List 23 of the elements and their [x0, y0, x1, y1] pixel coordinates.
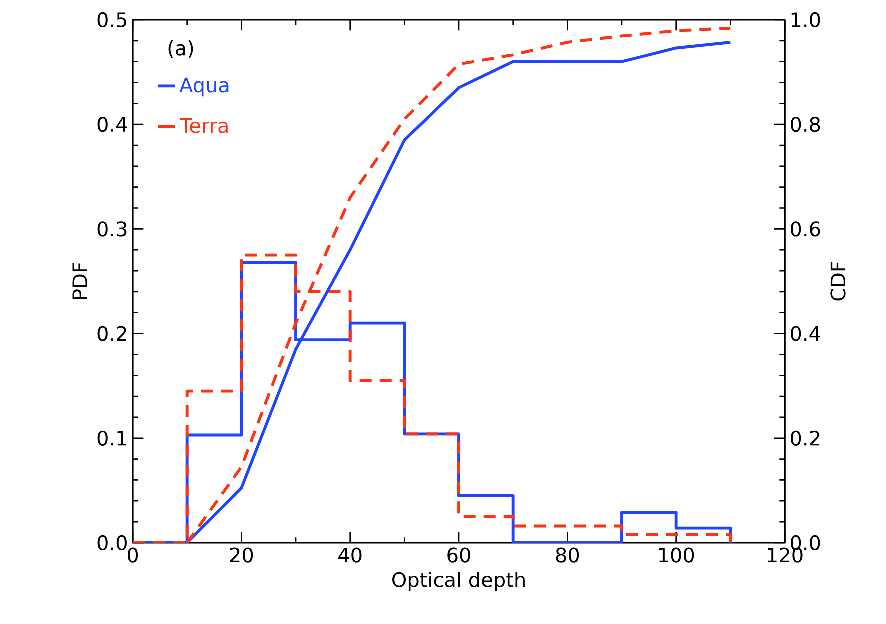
- x-tick-label: 80: [556, 548, 580, 563]
- y2-tick-label: 0.8: [791, 117, 820, 132]
- y2-tick-label: 0.6: [791, 222, 820, 237]
- y-axis-title: PDF: [72, 263, 88, 300]
- y-tick-label: 0.4: [98, 117, 128, 132]
- annotation: (a): [168, 40, 194, 58]
- x-tick-label: 0: [128, 548, 138, 563]
- x-tick-label: 40: [338, 548, 362, 563]
- x-axis-title: Optical depth: [392, 572, 525, 592]
- y-tick-label: 0.5: [98, 12, 127, 28]
- y-tick-label: 0.2: [98, 326, 126, 342]
- y2-axis-title: CDF: [830, 262, 846, 301]
- y2-tick-label: 1.0: [792, 12, 820, 28]
- y-tick-label: 0.1: [98, 430, 126, 446]
- y-tick-label: 0.3: [98, 222, 127, 237]
- legend-label: Aqua: [180, 78, 229, 97]
- y-tick-label: 0.0: [98, 535, 127, 551]
- x-tick-label: 60: [448, 548, 470, 563]
- y2-tick-label: 0.2: [791, 430, 820, 446]
- x-tick-label: 20: [230, 548, 254, 563]
- x-tick-label: 100: [659, 548, 694, 563]
- legend-label: Terra: [180, 118, 228, 134]
- y2-tick-label: 0.4: [791, 326, 820, 342]
